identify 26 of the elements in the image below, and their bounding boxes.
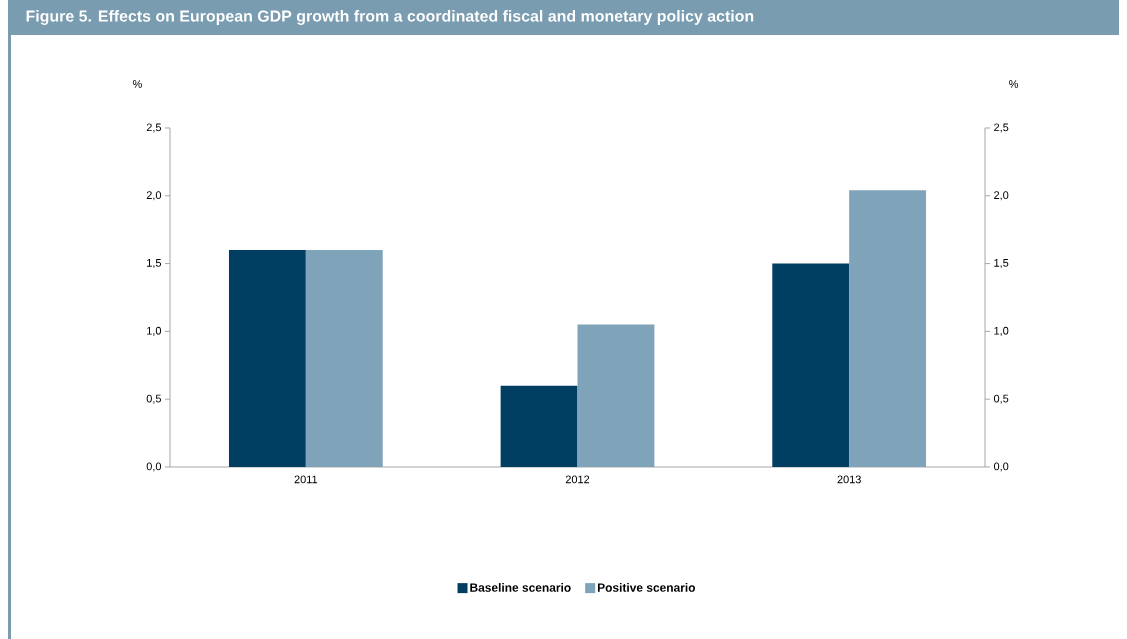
bar — [228, 250, 306, 467]
y2-tick-label: 1,5 — [994, 259, 1009, 269]
y2-tick-label: 1,0 — [994, 326, 1009, 336]
x-tick-label: 2013 — [837, 475, 861, 484]
y-tick-label: 1,5 — [147, 259, 162, 269]
y-tick-label: 0,5 — [146, 394, 162, 404]
bar — [772, 263, 850, 467]
y2-tick-label: 2,5 — [994, 123, 1009, 133]
y2-tick-label: 2,0 — [994, 191, 1009, 201]
bar — [577, 324, 655, 467]
bar — [500, 385, 578, 467]
legend-label: Baseline scenario — [470, 583, 571, 592]
x-tick-label: 2011 — [294, 475, 318, 484]
y-tick-label: 2,0 — [146, 191, 162, 201]
chart-title: Figure 5. Effects on European GDP growth from a coordinated fiscal and monetary policy action — [26, 10, 754, 25]
y2-tick-label: 0,0 — [993, 462, 1009, 472]
bar — [305, 250, 383, 467]
y2-tick-label: 0,5 — [993, 394, 1009, 404]
y-axis-title: % — [132, 80, 142, 88]
legend-label: Positive scenario — [597, 583, 696, 592]
y-tick-label: 1,0 — [147, 326, 162, 336]
y-tick-label: 0,0 — [146, 462, 162, 472]
bar — [849, 190, 927, 467]
y-tick-label: 2,5 — [146, 123, 162, 133]
x-tick-label: 2012 — [565, 475, 590, 484]
y2-axis-title: % — [1009, 80, 1019, 88]
